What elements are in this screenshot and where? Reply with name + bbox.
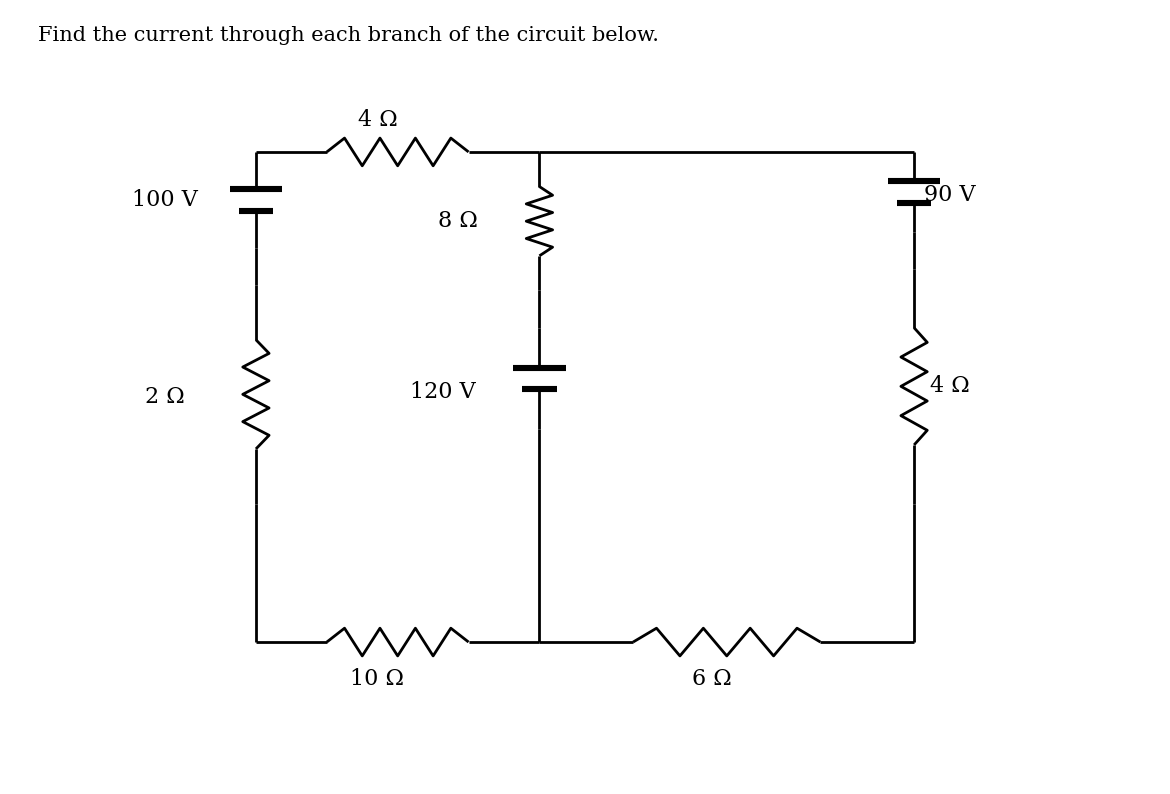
Text: 100 V: 100 V — [132, 189, 198, 211]
Text: 120 V: 120 V — [411, 380, 476, 403]
Text: Find the current through each branch of the circuit below.: Find the current through each branch of … — [37, 26, 659, 45]
Text: 4 Ω: 4 Ω — [358, 109, 398, 131]
Text: 10 Ω: 10 Ω — [351, 669, 405, 690]
Text: 2 Ω: 2 Ω — [145, 386, 185, 408]
Text: 8 Ω: 8 Ω — [439, 210, 479, 232]
Text: 6 Ω: 6 Ω — [691, 669, 731, 690]
Text: 90 V: 90 V — [923, 183, 976, 206]
Text: 4 Ω: 4 Ω — [930, 376, 970, 397]
